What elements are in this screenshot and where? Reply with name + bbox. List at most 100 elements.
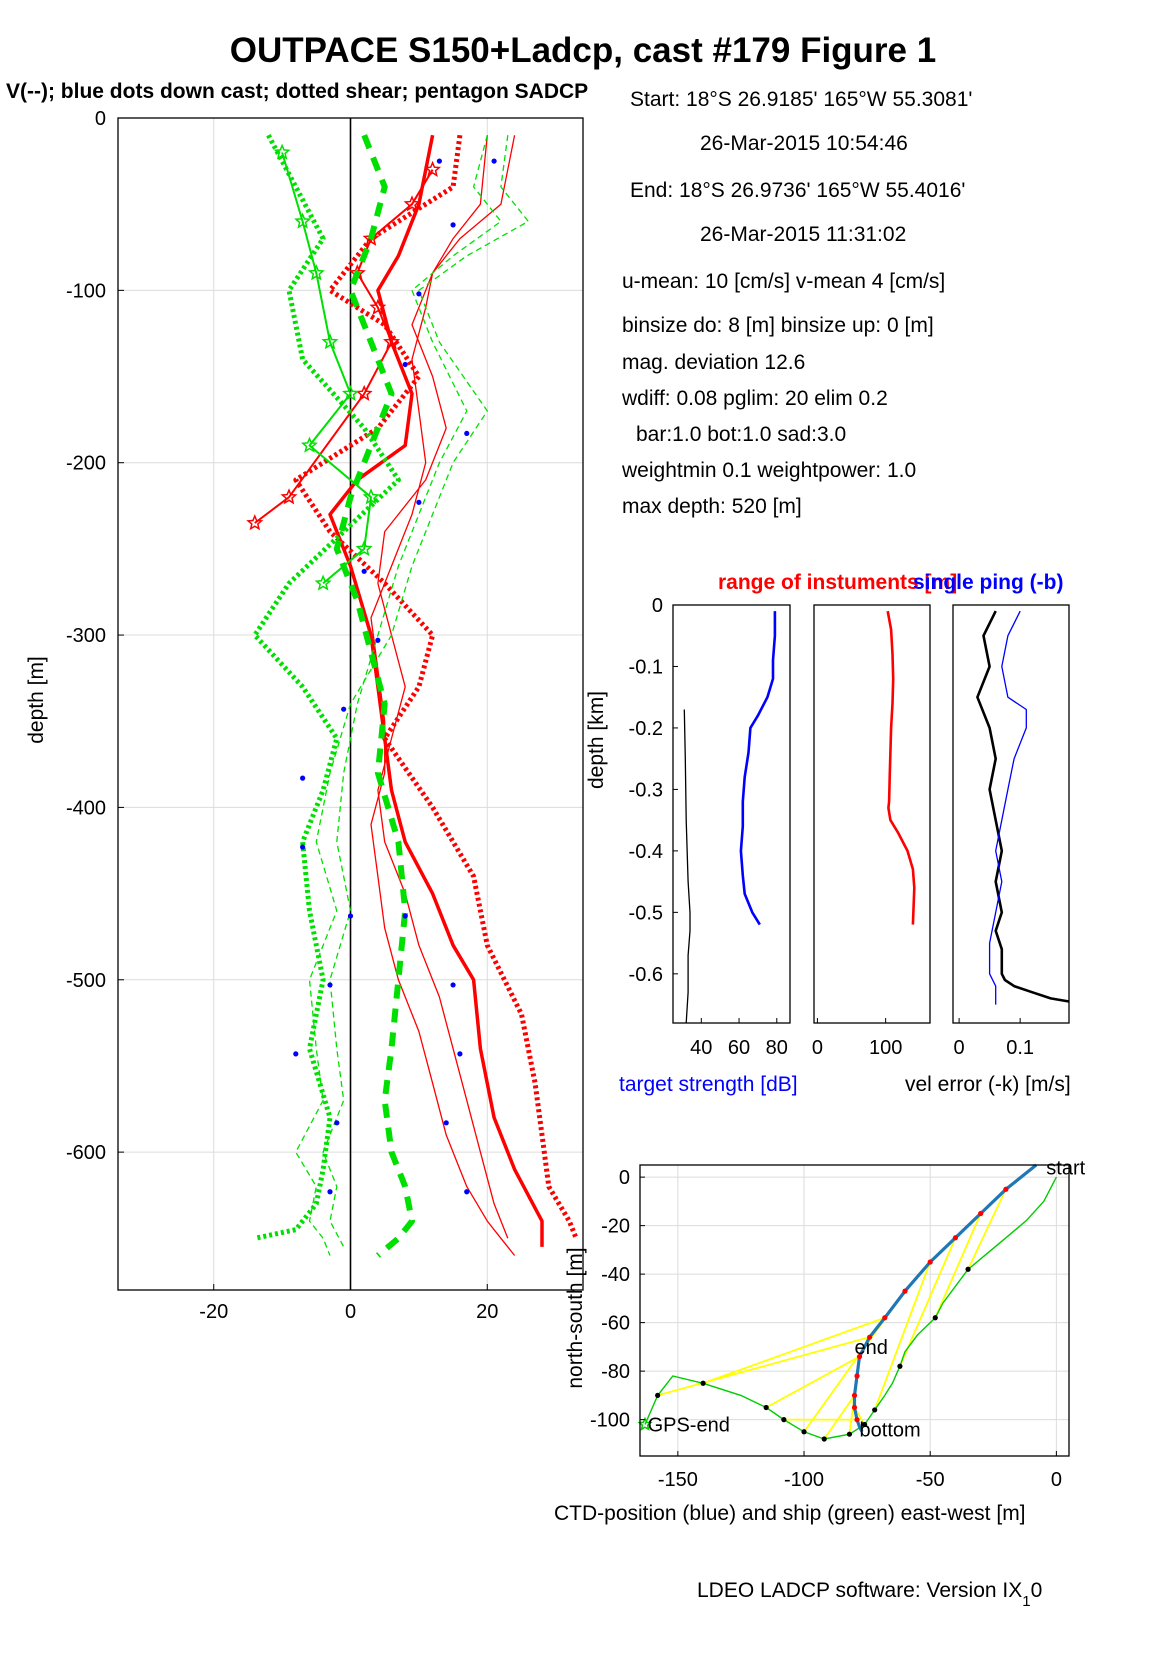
p-ts-x-tick-label: 60 [728, 1037, 750, 1059]
p-ts-y-tick-label: -0.4 [629, 841, 663, 863]
pos-y-tick-label: -80 [601, 1361, 630, 1383]
pos-x-tick-label: -50 [916, 1469, 945, 1491]
main-down-dot [327, 1189, 333, 1195]
main-sadcp-marker [362, 229, 380, 246]
target-strength-plot: 40 60 80 0 -0.1 -0.2 -0.3 -0.4 -0.5 -0.6 [629, 595, 791, 1059]
main-sadcp-marker [246, 514, 264, 531]
p-range-x-tick-label: 0 [812, 1037, 823, 1059]
pos-ctd-marker [856, 1353, 863, 1360]
pos-ctd-marker [854, 1417, 860, 1423]
main-x-tick-label: -20 [199, 1301, 228, 1323]
main-series-v_sadcp [281, 152, 372, 585]
main-down-dot [327, 982, 333, 988]
main-down-dot [402, 361, 408, 368]
pos-ship-marker [861, 1421, 868, 1428]
pos-ctd-marker [851, 1404, 858, 1411]
main-down-dot [402, 913, 408, 919]
main-down-dot [450, 982, 456, 988]
pos-ctd-marker [1003, 1186, 1009, 1192]
main-y-tick-label: 0 [95, 108, 106, 130]
p-range-frame [813, 604, 931, 1024]
p-err-x-tick-label: 0.1 [1006, 1037, 1034, 1059]
pos-ctd-marker [851, 1392, 858, 1398]
pos-ctd-marker [927, 1259, 933, 1265]
pos-label-bottom: bottom [860, 1419, 921, 1441]
pos-ship-marker [821, 1436, 827, 1442]
p-ts-series-ts_blue [739, 611, 777, 926]
pos-link-line [873, 1261, 932, 1411]
p-err-series-err_b [988, 610, 1027, 1005]
pos-ship-marker [872, 1407, 878, 1413]
main-sadcp-marker [321, 333, 339, 350]
main-series-u_sadcp [254, 169, 434, 524]
main-down-dot [300, 775, 306, 781]
footer-tail: 0 [1031, 1579, 1043, 1602]
info-end-line: End: 18°S 26.9736' 165°W 55.4016' [630, 179, 965, 202]
p-ts-y-tick-label: 0 [652, 595, 663, 617]
main-down-dot [457, 1051, 463, 1057]
figure-title: OUTPACE S150+Ladcp, cast #179 Figure 1 [230, 31, 936, 70]
main-sadcp-marker [355, 384, 373, 401]
velocity-error-plot: 0 0.1 [952, 604, 1070, 1059]
pos-ship-marker [897, 1363, 903, 1369]
pos-link-line [967, 1188, 1007, 1270]
info-wdiff: wdiff: 0.08 pglim: 20 elim 0.2 [621, 387, 888, 410]
pos-label-gps-end: GPS-end [648, 1414, 730, 1436]
main-down-dot [443, 1120, 449, 1126]
info-mag-deviation: mag. deviation 12.6 [622, 351, 805, 374]
main-down-dot [416, 499, 422, 505]
main-down-dot [416, 291, 422, 297]
pos-ctd-marker [978, 1210, 984, 1217]
p-err-x-tick-label: 0 [954, 1037, 965, 1059]
main-y-axis-label: depth [m] [25, 656, 48, 744]
main-series-v_up [322, 135, 502, 1248]
pos-x-tick-label: -150 [658, 1469, 698, 1491]
velocity-profile-plot: -20 0 200-100-200-300-400-500-600 [66, 108, 584, 1323]
pos-link-line [702, 1316, 886, 1385]
pos-y-axis-label: north-south [m] [564, 1247, 587, 1388]
main-series-v_total [333, 134, 415, 1258]
main-y-tick-label: -200 [66, 453, 106, 475]
pos-ship-marker [932, 1315, 938, 1321]
main-sadcp-marker [307, 264, 325, 281]
main-y-tick-label: -100 [66, 280, 106, 302]
pos-link-line [899, 1237, 957, 1367]
info-end-time: 26-Mar-2015 11:31:02 [700, 223, 906, 246]
main-down-dot [334, 1120, 340, 1126]
p-ts-x-tick-label: 40 [690, 1037, 712, 1059]
main-y-tick-label: -500 [66, 970, 106, 992]
main-y-tick-label: -400 [66, 797, 106, 819]
main-sadcp-marker [362, 488, 380, 505]
pos-y-tick-label: -20 [601, 1216, 630, 1238]
footer-software: LDEO LADCP software: Version IX10 [697, 1579, 1042, 1610]
error-title: single ping (-b) [913, 571, 1063, 594]
pos-series-ship [644, 1176, 1058, 1440]
info-start-time: 26-Mar-2015 10:54:46 [700, 132, 908, 155]
p-ts-x-tick-label: 80 [766, 1037, 788, 1059]
info-panel: Start: 18°S 26.9185' 165°W 55.3081' 26-M… [621, 88, 972, 518]
main-series-u_shear [293, 134, 579, 1240]
main-x-tick-label: 0 [345, 1301, 356, 1323]
position-plot: -150 -100 -50 0 0 -20 -40 -60 -80 -100 start end bot… [590, 1157, 1086, 1491]
pos-ctd-marker [882, 1315, 888, 1321]
pos-x-tick-label: 0 [1051, 1469, 1062, 1491]
main-down-dot [293, 1051, 299, 1057]
info-max-depth: max depth: 520 [m] [622, 495, 802, 518]
figure-subtitle: V(--); blue dots down cast; dotted shear… [6, 80, 588, 103]
main-down-dot [375, 637, 381, 643]
pos-y-tick-label: 0 [619, 1167, 630, 1189]
main-sadcp-marker [403, 195, 421, 212]
error-x-axis-label: vel error (-k) [m/s] [905, 1073, 1071, 1096]
main-y-tick-label: -600 [66, 1142, 106, 1164]
main-down-dot [464, 1189, 470, 1195]
p-range-x-tick-label: 100 [869, 1037, 902, 1059]
pos-ctd-marker [902, 1288, 908, 1294]
main-down-dot [361, 568, 367, 574]
main-sadcp-marker [273, 143, 291, 160]
main-y-tick-label: -300 [66, 625, 106, 647]
p-ts-y-tick-label: -0.3 [629, 779, 663, 801]
p-err-area [953, 605, 1069, 1023]
p-ts-series-ts_black [683, 709, 691, 1024]
main-sadcp-marker [341, 384, 360, 401]
pos-link-line [823, 1394, 856, 1440]
